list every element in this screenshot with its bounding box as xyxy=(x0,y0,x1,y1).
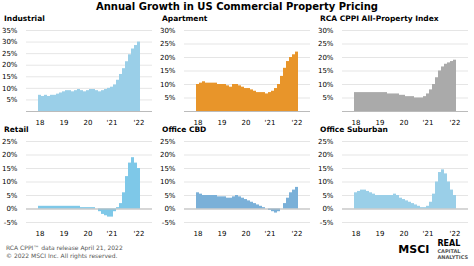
svg-text:18: 18 xyxy=(194,119,203,125)
html-text:RCA CPPI All-Property Index: RCA CPPI All-Property Index xyxy=(320,14,439,23)
svg-text:-5%: -5% xyxy=(4,219,18,227)
svg-text:20%: 20% xyxy=(318,54,334,62)
svg-text:5%: 5% xyxy=(6,192,17,200)
svg-text:18: 18 xyxy=(352,119,361,125)
svg-text:20: 20 xyxy=(84,119,93,125)
svg-text:'21: '21 xyxy=(107,119,118,125)
svg-text:20: 20 xyxy=(242,119,251,125)
svg-text:25%: 25% xyxy=(160,138,176,146)
svg-text:20: 20 xyxy=(400,230,409,236)
svg-text:5%: 5% xyxy=(322,94,333,102)
svg-text:19: 19 xyxy=(60,230,69,236)
html-text:MSCI: MSCI xyxy=(398,243,430,256)
svg-text:15%: 15% xyxy=(318,67,334,75)
svg-text:19: 19 xyxy=(60,119,69,125)
svg-text:19: 19 xyxy=(376,119,385,125)
svg-text:10%: 10% xyxy=(318,178,334,186)
svg-text:30%: 30% xyxy=(318,27,334,35)
svg-text:'21: '21 xyxy=(265,119,276,125)
svg-text:20: 20 xyxy=(242,230,251,236)
svg-text:20%: 20% xyxy=(160,151,176,159)
svg-text:'22: '22 xyxy=(292,119,303,125)
svg-text:10%: 10% xyxy=(160,81,176,89)
svg-text:10%: 10% xyxy=(2,178,18,186)
html-text:Office CBD: Office CBD xyxy=(162,125,207,134)
svg-text:5%: 5% xyxy=(164,94,175,102)
html-text:© 2022 MSCI Inc. All rights re: © 2022 MSCI Inc. All rights reserved. xyxy=(6,252,118,259)
svg-text:20%: 20% xyxy=(160,54,176,62)
svg-text:18: 18 xyxy=(352,230,361,236)
svg-text:19: 19 xyxy=(218,230,227,236)
svg-text:20: 20 xyxy=(400,119,409,125)
svg-text:25%: 25% xyxy=(318,138,334,146)
svg-text:'21: '21 xyxy=(423,230,434,236)
svg-text:'21: '21 xyxy=(265,230,276,236)
svg-text:10%: 10% xyxy=(160,178,176,186)
svg-text:'21: '21 xyxy=(423,119,434,125)
html-text:Apartment: Apartment xyxy=(162,14,208,23)
svg-text:-5%: -5% xyxy=(320,219,334,227)
svg-text:'22: '22 xyxy=(134,119,145,125)
svg-text:19: 19 xyxy=(376,230,385,236)
svg-text:18: 18 xyxy=(36,230,45,236)
svg-text:5%: 5% xyxy=(6,96,17,104)
svg-text:15%: 15% xyxy=(2,165,18,173)
svg-text:10%: 10% xyxy=(318,81,334,89)
svg-text:10%: 10% xyxy=(2,85,18,93)
svg-text:5%: 5% xyxy=(322,192,333,200)
svg-text:25%: 25% xyxy=(160,40,176,48)
html-text:Office Suburban: Office Suburban xyxy=(320,125,388,134)
svg-text:0%: 0% xyxy=(164,205,175,213)
html-text:REAL: REAL xyxy=(437,239,461,248)
html-text:Industrial: Industrial xyxy=(4,14,45,23)
svg-text:20%: 20% xyxy=(2,61,18,69)
html-text:Retail: Retail xyxy=(4,125,29,134)
svg-text:0%: 0% xyxy=(6,205,17,213)
svg-text:19: 19 xyxy=(218,119,227,125)
svg-text:'22: '22 xyxy=(134,230,145,236)
html-text:CAPITAL ANALYTICS: CAPITAL ANALYTICS xyxy=(437,248,468,260)
svg-text:30%: 30% xyxy=(160,27,176,35)
svg-text:'22: '22 xyxy=(292,230,303,236)
svg-text:15%: 15% xyxy=(160,67,176,75)
svg-text:5%: 5% xyxy=(164,192,175,200)
svg-text:0%: 0% xyxy=(322,205,333,213)
svg-text:18: 18 xyxy=(194,230,203,236)
html-text:Annual Growth in US Commercial: Annual Growth in US Commercial Property … xyxy=(95,1,378,12)
svg-text:15%: 15% xyxy=(2,73,18,81)
svg-text:20%: 20% xyxy=(318,151,334,159)
svg-text:35%: 35% xyxy=(2,27,18,35)
svg-text:20: 20 xyxy=(84,230,93,236)
svg-text:15%: 15% xyxy=(318,165,334,173)
svg-text:25%: 25% xyxy=(318,40,334,48)
svg-text:25%: 25% xyxy=(2,138,18,146)
svg-text:25%: 25% xyxy=(2,50,18,58)
svg-text:15%: 15% xyxy=(160,165,176,173)
svg-text:30%: 30% xyxy=(2,38,18,46)
svg-text:-5%: -5% xyxy=(162,219,176,227)
svg-text:'21: '21 xyxy=(107,230,118,236)
svg-text:'22: '22 xyxy=(450,119,461,125)
svg-text:'22: '22 xyxy=(450,230,461,236)
svg-text:20%: 20% xyxy=(2,151,18,159)
svg-text:18: 18 xyxy=(36,119,45,125)
html-text:RCA CPPI™ data release April 2: RCA CPPI™ data release April 21, 2022 xyxy=(6,244,123,251)
